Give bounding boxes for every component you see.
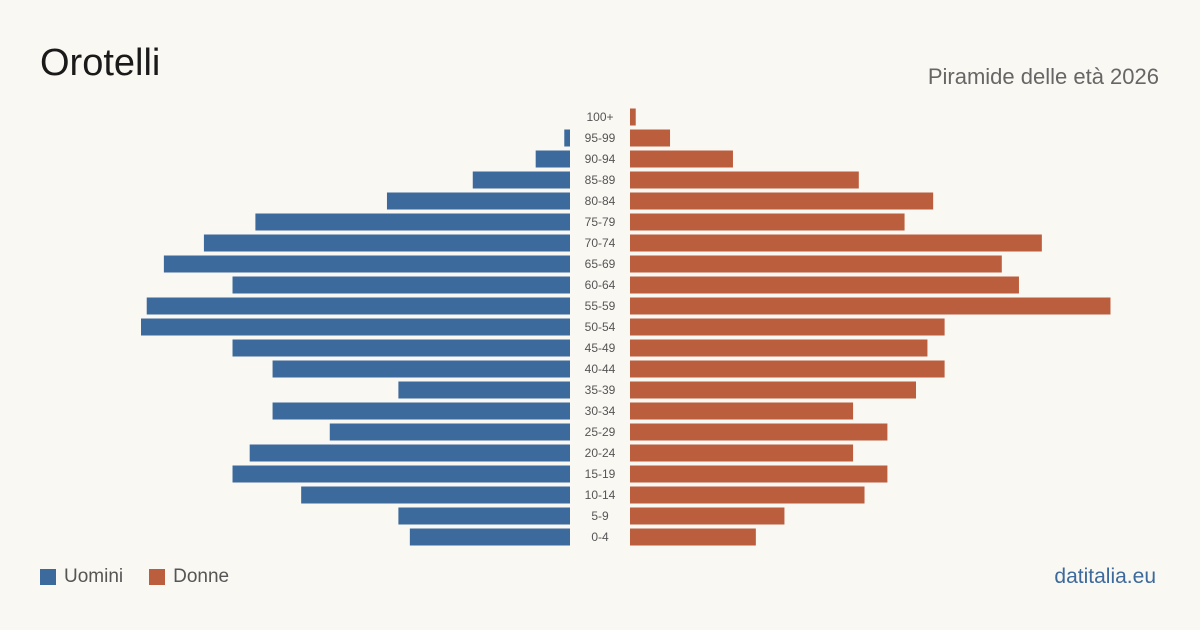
bar-men-5-9 [398, 507, 570, 525]
age-label-45-49: 45-49 [585, 341, 616, 355]
chart-legend: Uomini Donne [40, 566, 255, 588]
bar-men-55-59 [146, 297, 570, 315]
age-label-30-34: 30-34 [585, 404, 616, 418]
bar-men-85-89 [472, 171, 570, 189]
bar-women-75-79 [630, 213, 905, 231]
bar-women-30-34 [630, 402, 854, 420]
age-label-20-24: 20-24 [585, 446, 616, 460]
bar-women-85-89 [630, 171, 859, 189]
bar-men-95-99 [564, 129, 570, 147]
bar-men-0-4 [409, 528, 570, 546]
chart-subtitle: Piramide delle età 2026 [927, 64, 1159, 89]
bar-men-80-84 [386, 192, 570, 210]
bar-women-95-99 [630, 129, 671, 147]
age-label-100+: 100+ [586, 110, 613, 124]
legend-item-women: Donne [149, 566, 229, 588]
bar-men-20-24 [249, 444, 570, 462]
bar-men-65-69 [163, 255, 570, 273]
age-label-5-9: 5-9 [591, 509, 609, 523]
age-label-80-84: 80-84 [585, 194, 616, 208]
bar-women-50-54 [630, 318, 945, 336]
age-label-10-14: 10-14 [585, 488, 616, 502]
age-label-65-69: 65-69 [585, 257, 616, 271]
age-label-35-39: 35-39 [585, 383, 616, 397]
bar-women-0-4 [630, 528, 756, 546]
bar-men-50-54 [141, 318, 570, 336]
age-label-40-44: 40-44 [585, 362, 616, 376]
age-label-85-89: 85-89 [585, 173, 616, 187]
bar-men-10-14 [301, 486, 570, 504]
legend-swatch-women [149, 569, 166, 585]
age-label-70-74: 70-74 [585, 236, 616, 250]
age-label-75-79: 75-79 [585, 215, 616, 229]
bar-women-25-29 [630, 423, 888, 441]
age-label-50-54: 50-54 [585, 320, 616, 334]
bar-men-90-94 [535, 150, 570, 168]
bar-men-40-44 [272, 360, 570, 378]
age-label-60-64: 60-64 [585, 278, 616, 292]
bar-women-70-74 [630, 234, 1042, 252]
bar-men-30-34 [272, 402, 570, 420]
bar-women-65-69 [630, 255, 1002, 273]
bar-women-40-44 [630, 360, 945, 378]
bar-women-35-39 [630, 381, 916, 399]
bar-women-60-64 [630, 276, 1019, 294]
age-label-55-59: 55-59 [585, 299, 616, 313]
bar-men-35-39 [398, 381, 570, 399]
source-link[interactable]: datitalia.eu [1054, 565, 1156, 588]
age-label-0-4: 0-4 [591, 530, 609, 544]
bar-men-25-29 [329, 423, 570, 441]
bar-men-70-74 [203, 234, 571, 252]
legend-swatch-men [40, 569, 56, 585]
bar-women-45-49 [630, 339, 928, 357]
bar-women-80-84 [630, 192, 934, 210]
bar-men-45-49 [232, 339, 570, 357]
bar-women-90-94 [630, 150, 733, 168]
age-label-95-99: 95-99 [585, 131, 616, 145]
bar-women-15-19 [630, 465, 888, 483]
age-label-15-19: 15-19 [585, 467, 616, 481]
chart-title: Orotelli [40, 42, 161, 84]
bar-men-75-79 [255, 213, 570, 231]
age-label-90-94: 90-94 [585, 152, 616, 166]
bar-men-60-64 [232, 276, 570, 294]
bar-men-15-19 [232, 465, 570, 483]
bar-women-5-9 [630, 507, 785, 525]
bar-women-10-14 [630, 486, 865, 504]
bar-women-20-24 [630, 444, 854, 462]
legend-label-women: Donne [173, 566, 230, 587]
legend-item-men: Uomini [40, 566, 123, 588]
legend-label-men: Uomini [64, 566, 124, 587]
bar-women-100+ [630, 108, 636, 126]
bar-women-55-59 [630, 297, 1111, 315]
age-label-25-29: 25-29 [585, 425, 616, 439]
